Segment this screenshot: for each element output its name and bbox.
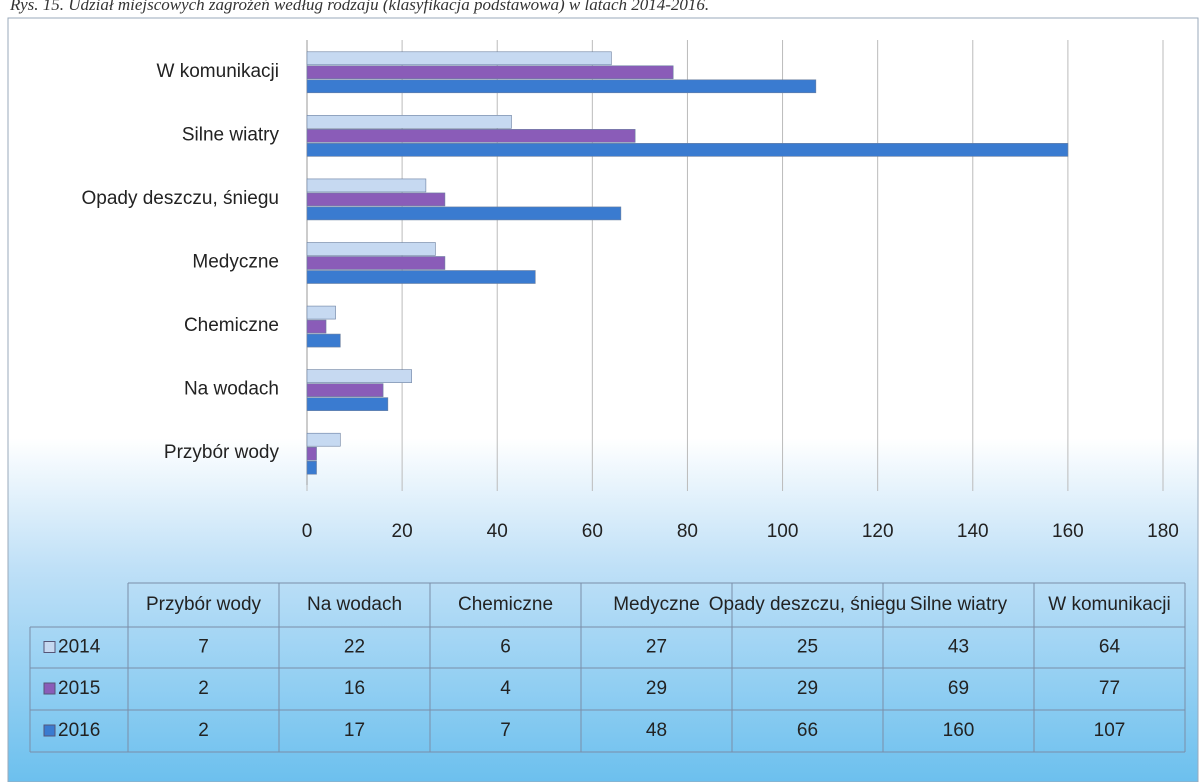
y-tick-label: W komunikacji	[157, 61, 279, 82]
x-tick-label: 60	[582, 521, 603, 542]
bar	[306, 460, 317, 475]
table-cell: 29	[646, 678, 667, 699]
table-header: Przybór wody	[146, 594, 262, 615]
y-tick-label: Medyczne	[192, 252, 279, 273]
y-tick-label: Na wodach	[184, 379, 279, 400]
x-tick-label: 160	[1052, 521, 1084, 542]
table-cell: 4	[500, 678, 511, 699]
table-cell: 6	[500, 637, 511, 658]
bar	[306, 383, 384, 397]
table-cell: 69	[948, 678, 969, 699]
bar	[306, 143, 1069, 157]
table-cell: 107	[1094, 720, 1126, 741]
table-cell: 77	[1099, 678, 1120, 699]
table-header: Na wodach	[307, 594, 402, 615]
legend-label: 2014	[58, 637, 101, 658]
y-tick-label: Chemiczne	[184, 315, 279, 336]
table-cell: 2	[198, 720, 209, 741]
legend-swatch	[43, 682, 56, 695]
table-cell: 7	[500, 720, 511, 741]
bar	[306, 432, 341, 447]
legend-swatch	[43, 641, 56, 653]
table-cell: 48	[646, 720, 667, 741]
bar	[306, 178, 427, 193]
chart-title: Rys. 15. Udział miejscowych zagrożeń wed…	[9, 0, 709, 14]
bar	[306, 129, 636, 143]
table-cell: 66	[797, 720, 818, 741]
bar	[306, 397, 389, 411]
bar	[306, 305, 336, 320]
bar	[306, 115, 512, 129]
table-cell: 29	[797, 678, 818, 699]
x-tick-label: 40	[487, 521, 508, 542]
bar	[306, 206, 622, 221]
table-cell: 16	[344, 678, 365, 699]
table-cell: 2	[198, 678, 209, 699]
table-header: Medyczne	[613, 594, 700, 615]
table-cell: 22	[344, 637, 365, 658]
bar	[306, 242, 436, 256]
y-tick-label: Przybór wody	[164, 442, 280, 463]
table-cell: 27	[646, 637, 667, 658]
table-header: Silne wiatry	[910, 594, 1008, 615]
bar	[306, 319, 327, 334]
table-header: Opady deszczu, śniegu	[709, 594, 907, 615]
table-header: Chemiczne	[458, 594, 553, 615]
legend-swatch	[43, 724, 56, 737]
bar	[306, 446, 317, 461]
legend-label: 2015	[58, 678, 100, 699]
table-cell: 43	[948, 637, 969, 658]
bar	[306, 369, 412, 383]
table-cell: 17	[344, 720, 365, 741]
table-cell: 25	[797, 637, 818, 658]
table-cell: 7	[198, 637, 209, 658]
bar	[306, 51, 612, 66]
table-cell: 64	[1099, 637, 1121, 658]
x-tick-label: 140	[957, 521, 989, 542]
table-header: W komunikacji	[1048, 594, 1170, 615]
x-tick-label: 100	[767, 521, 799, 542]
bar	[306, 333, 341, 348]
x-tick-label: 180	[1147, 521, 1179, 542]
table-cell: 160	[943, 720, 975, 741]
bar	[306, 256, 446, 270]
bar	[306, 79, 817, 94]
x-tick-label: 20	[392, 521, 413, 542]
legend-label: 2016	[58, 720, 100, 741]
x-tick-label: 0	[302, 521, 313, 542]
bar	[306, 270, 536, 284]
y-tick-label: Opady deszczu, śniegu	[81, 188, 279, 209]
bar	[306, 65, 674, 80]
bar	[306, 192, 446, 207]
y-tick-label: Silne wiatry	[182, 124, 280, 145]
x-tick-label: 120	[862, 521, 894, 542]
x-tick-label: 80	[677, 521, 698, 542]
